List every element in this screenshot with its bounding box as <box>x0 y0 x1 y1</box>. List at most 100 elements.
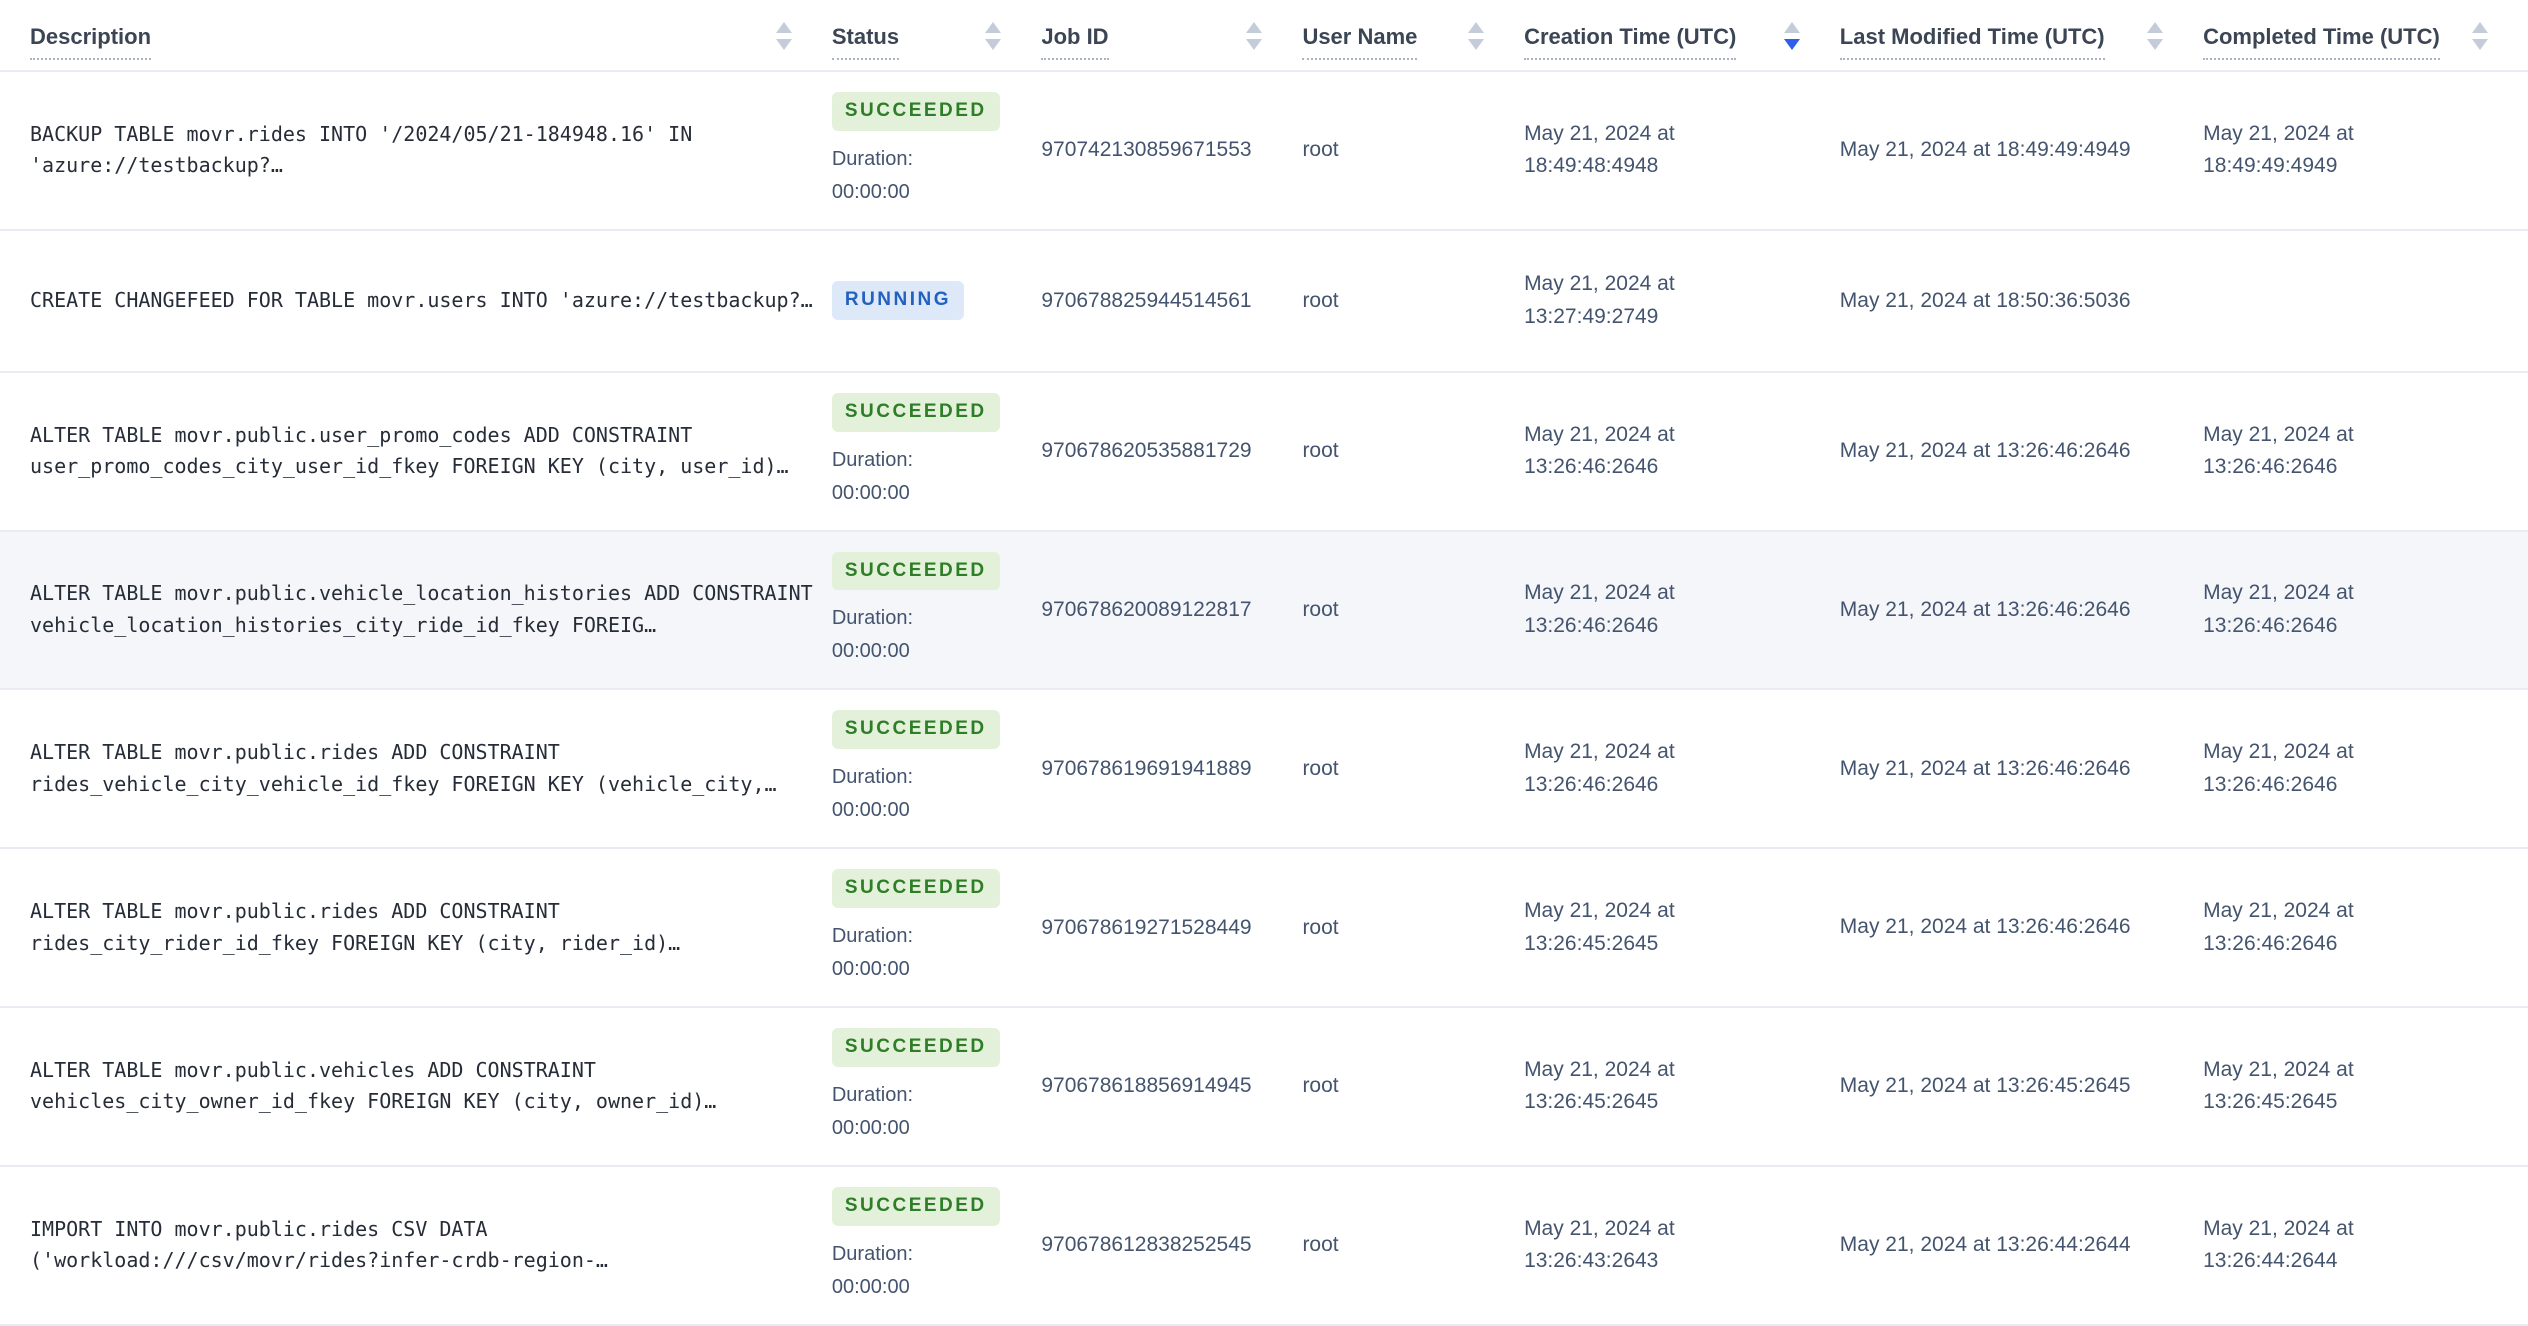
duration-value: 00:00:00 <box>831 481 910 504</box>
column-header-last_modified_time[interactable]: Last Modified Time (UTC) <box>1839 0 2204 72</box>
job-description-text[interactable]: ALTER TABLE movr.public.user_promo_codes… <box>30 422 789 479</box>
sort-icon <box>1246 22 1263 60</box>
completed-time: May 21, 2024 at 13:26:46:2646 <box>2203 740 2354 796</box>
job-description-text[interactable]: ALTER TABLE movr.public.vehicle_location… <box>30 581 813 637</box>
job-status-cell: SUCCEEDED Duration: 00:00:00 <box>831 689 1041 848</box>
completed-time-cell: May 21, 2024 at 13:26:46:2646 <box>2203 848 2528 1007</box>
job-description-text[interactable]: IMPORT INTO movr.public.rides CSV DATA (… <box>30 1216 608 1273</box>
user-name: root <box>1302 288 1339 312</box>
user-name-cell: root <box>1302 71 1524 230</box>
duration-value: 00:00:00 <box>831 1116 910 1139</box>
job-description-cell: ALTER TABLE movr.public.vehicles ADD CON… <box>0 1007 832 1166</box>
column-header-description[interactable]: Description <box>0 0 832 72</box>
column-header-label: Completed Time (UTC) <box>2203 24 2440 60</box>
table-row[interactable]: ALTER TABLE movr.public.vehicle_location… <box>0 530 2528 690</box>
table-row[interactable]: BACKUP TABLE movr.rides INTO '/2024/05/2… <box>0 71 2528 230</box>
table-row[interactable]: ALTER TABLE movr.public.vehicles ADD CON… <box>0 1006 2528 1166</box>
creation-time: May 21, 2024 at 13:26:46:2646 <box>1524 581 1675 637</box>
completed-time: May 21, 2024 at 13:26:44:2644 <box>2203 1216 2354 1273</box>
last-modified-time: May 21, 2024 at 13:26:46:2646 <box>1839 438 2131 462</box>
column-header-label: Creation Time (UTC) <box>1524 24 1737 60</box>
column-header-job_id[interactable]: Job ID <box>1041 0 1303 72</box>
user-name: root <box>1302 915 1339 939</box>
user-name: root <box>1302 439 1339 463</box>
job-description-text[interactable]: CREATE CHANGEFEED FOR TABLE movr.users I… <box>30 288 813 312</box>
column-header-user_name[interactable]: User Name <box>1302 0 1525 72</box>
sort-arrow-up-icon <box>775 22 792 33</box>
completed-time-cell: May 21, 2024 at 13:26:44:2644 <box>2203 1166 2528 1325</box>
creation-time: May 21, 2024 at 18:49:48:4948 <box>1524 121 1675 178</box>
status-badge: SUCCEEDED <box>831 1186 1000 1226</box>
status-badge: SUCCEEDED <box>831 392 1000 432</box>
table-row[interactable]: ALTER TABLE movr.public.rides ADD CONSTR… <box>0 848 2528 1007</box>
completed-time: May 21, 2024 at 18:49:49:4949 <box>2203 121 2354 178</box>
last-modified-time: May 21, 2024 at 13:26:44:2644 <box>1839 1232 2131 1256</box>
job-id: 970678612838252545 <box>1041 1233 1252 1257</box>
creation-time-cell: May 21, 2024 at 13:26:46:2646 <box>1524 531 1840 690</box>
last-modified-time: May 21, 2024 at 13:26:46:2646 <box>1839 597 2131 621</box>
sort-arrow-up-icon <box>985 22 1002 33</box>
job-id-cell: 970742130859671553 <box>1041 71 1302 230</box>
job-duration: Duration: 00:00:00 <box>832 1079 1001 1145</box>
job-description-text[interactable]: ALTER TABLE movr.public.rides ADD CONSTR… <box>30 898 681 955</box>
sort-icon <box>775 22 792 60</box>
job-id: 970678620089122817 <box>1041 597 1252 621</box>
job-status-cell: SUCCEEDED Duration: 00:00:00 <box>831 1166 1041 1325</box>
creation-time: May 21, 2024 at 13:26:43:2643 <box>1524 1216 1675 1273</box>
job-description-text[interactable]: BACKUP TABLE movr.rides INTO '/2024/05/2… <box>30 121 693 178</box>
last-modified-time: May 21, 2024 at 13:26:46:2646 <box>1839 756 2131 780</box>
user-name: root <box>1302 138 1339 162</box>
last-modified-time-cell: May 21, 2024 at 13:26:44:2644 <box>1840 1166 2203 1325</box>
sort-icon <box>1468 22 1485 60</box>
sort-icon <box>2472 22 2488 60</box>
job-description-text[interactable]: ALTER TABLE movr.public.vehicles ADD CON… <box>30 1057 717 1114</box>
job-id: 970678825944514561 <box>1041 288 1252 312</box>
user-name-cell: root <box>1302 1007 1524 1166</box>
sort-arrow-up-icon <box>1468 22 1485 33</box>
column-header-completed_time[interactable]: Completed Time (UTC) <box>2203 0 2528 72</box>
duration-label: Duration: <box>831 924 914 947</box>
user-name: root <box>1302 1233 1339 1257</box>
user-name-cell: root <box>1302 848 1524 1007</box>
creation-time-cell: May 21, 2024 at 13:26:45:2645 <box>1524 848 1840 1007</box>
duration-value: 00:00:00 <box>831 957 910 980</box>
sort-arrow-down-icon <box>1783 39 1800 50</box>
job-description-cell: IMPORT INTO movr.public.rides CSV DATA (… <box>0 1166 832 1325</box>
completed-time: May 21, 2024 at 13:26:46:2646 <box>2203 422 2354 479</box>
table-row[interactable]: CREATE CHANGEFEED FOR TABLE movr.users I… <box>0 229 2528 372</box>
column-header-status[interactable]: Status <box>831 0 1042 72</box>
creation-time-cell: May 21, 2024 at 13:26:46:2646 <box>1524 689 1840 848</box>
user-name-cell: root <box>1302 230 1524 372</box>
sort-arrow-down-icon <box>1468 39 1485 50</box>
job-description-text[interactable]: ALTER TABLE movr.public.rides ADD CONSTR… <box>30 740 777 796</box>
column-header-creation_time[interactable]: Creation Time (UTC) <box>1524 0 1840 72</box>
last-modified-time-cell: May 21, 2024 at 18:50:36:5036 <box>1840 230 2203 372</box>
sort-arrow-down-icon <box>775 39 792 50</box>
completed-time-cell: May 21, 2024 at 13:26:46:2646 <box>2203 372 2528 531</box>
job-id: 970678619691941889 <box>1041 756 1252 780</box>
sort-arrow-up-icon <box>1246 22 1263 33</box>
creation-time: May 21, 2024 at 13:26:45:2645 <box>1524 1057 1675 1114</box>
sort-arrow-up-icon <box>1783 22 1800 33</box>
completed-time-cell: May 21, 2024 at 13:26:46:2646 <box>2203 689 2528 848</box>
table-row[interactable]: IMPORT INTO movr.public.rides CSV DATA (… <box>0 1165 2528 1325</box>
creation-time: May 21, 2024 at 13:26:45:2645 <box>1524 899 1675 955</box>
creation-time: May 21, 2024 at 13:27:49:2749 <box>1524 272 1675 328</box>
creation-time: May 21, 2024 at 13:26:46:2646 <box>1524 422 1675 479</box>
column-header-label: Job ID <box>1041 24 1109 60</box>
job-duration: Duration: 00:00:00 <box>832 143 1001 209</box>
last-modified-time-cell: May 21, 2024 at 13:26:46:2646 <box>1840 531 2203 690</box>
duration-value: 00:00:00 <box>831 799 910 822</box>
user-name-cell: root <box>1302 689 1524 848</box>
job-id: 970678620535881729 <box>1041 439 1252 463</box>
table-row[interactable]: ALTER TABLE movr.public.user_promo_codes… <box>0 371 2528 531</box>
completed-time: May 21, 2024 at 13:26:46:2646 <box>2203 899 2354 955</box>
creation-time-cell: May 21, 2024 at 13:26:46:2646 <box>1524 372 1840 531</box>
status-badge: SUCCEEDED <box>831 710 1000 750</box>
last-modified-time-cell: May 21, 2024 at 18:49:49:4949 <box>1840 71 2203 230</box>
table-row[interactable]: ALTER TABLE movr.public.rides ADD CONSTR… <box>0 689 2528 849</box>
completed-time-cell: May 21, 2024 at 18:49:49:4949 <box>2203 71 2528 230</box>
job-status-cell: SUCCEEDED Duration: 00:00:00 <box>831 71 1041 230</box>
user-name-cell: root <box>1302 531 1524 690</box>
